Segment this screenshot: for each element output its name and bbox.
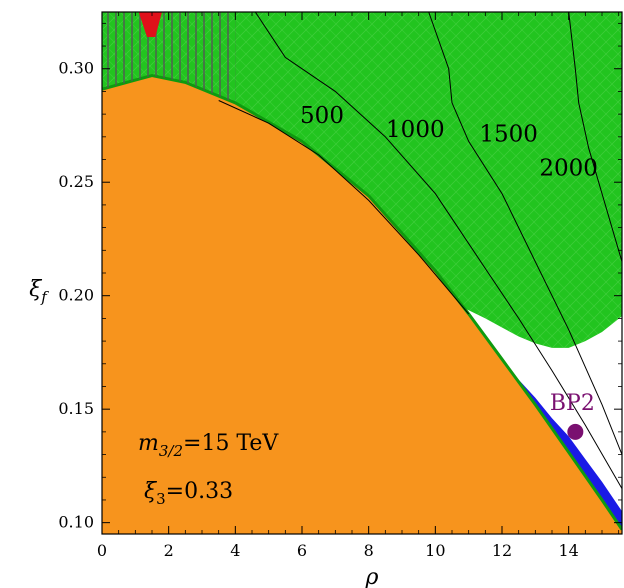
y-tick-label-0.1: 0.10 <box>58 513 94 532</box>
region-red <box>138 12 162 37</box>
x-tick-label-4: 4 <box>230 541 240 560</box>
xi3-annotation: ξ3=0.33 <box>144 479 233 508</box>
contour-line-500 <box>218 100 470 315</box>
y-axis-title: ξf <box>29 277 49 306</box>
y-tick-label-0.2: 0.20 <box>58 286 94 305</box>
contour-label-1500: 1500 <box>479 121 538 147</box>
x-axis-title: ρ <box>365 565 379 588</box>
contour-label-500: 500 <box>300 103 344 129</box>
x-tick-label-8: 8 <box>364 541 374 560</box>
y-tick-label-0.25: 0.25 <box>58 172 94 191</box>
y-tick-label-0.15: 0.15 <box>58 399 94 418</box>
x-tick-label-6: 6 <box>297 541 307 560</box>
mass-annotation: m3/2=15 TeV <box>138 431 279 460</box>
axis-ticks: 0 2 4 6 8 10 12 14 0.10 0.15 0.20 0.25 0.30 <box>58 12 622 560</box>
region-orange <box>102 75 622 534</box>
point-bp2 <box>567 423 584 440</box>
contour-line-1500 <box>428 12 622 455</box>
x-tick-label-0: 0 <box>97 541 107 560</box>
region-hatched <box>102 12 236 103</box>
y-tick-label-0.3: 0.30 <box>58 59 94 78</box>
contour-line-2000 <box>568 12 622 262</box>
x-tick-label-12: 12 <box>492 541 512 560</box>
contour-label-1000: 1000 <box>386 117 445 143</box>
contour-label-2000: 2000 <box>539 155 598 181</box>
contour-line-1000 <box>254 12 622 489</box>
x-tick-label-10: 10 <box>425 541 445 560</box>
x-tick-label-14: 14 <box>558 541 578 560</box>
x-tick-label-2: 2 <box>164 541 174 560</box>
point-label-bp2: BP2 <box>550 391 595 416</box>
